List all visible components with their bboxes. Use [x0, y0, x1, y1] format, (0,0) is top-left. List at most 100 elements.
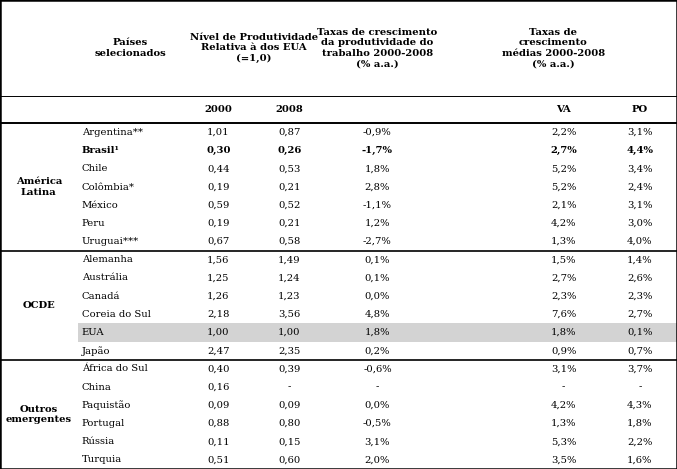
- Text: PO: PO: [632, 105, 648, 114]
- Text: 0,15: 0,15: [278, 437, 301, 446]
- Text: 1,26: 1,26: [207, 292, 230, 301]
- Text: 0,19: 0,19: [207, 182, 230, 191]
- Bar: [78, 324, 677, 341]
- Text: 4,0%: 4,0%: [627, 237, 653, 246]
- Text: 0,21: 0,21: [278, 219, 301, 228]
- Text: Taxas de crescimento
da produtividade do
trabalho 2000-2008
(% a.a.): Taxas de crescimento da produtividade do…: [318, 28, 437, 68]
- Text: 2000: 2000: [204, 105, 232, 114]
- Text: 0,0%: 0,0%: [365, 292, 390, 301]
- Text: Austrália: Austrália: [82, 273, 128, 282]
- Text: Peru: Peru: [82, 219, 106, 228]
- Text: 1,25: 1,25: [207, 273, 230, 282]
- Text: 3,5%: 3,5%: [551, 455, 576, 464]
- Text: 1,00: 1,00: [207, 328, 230, 337]
- Text: 5,3%: 5,3%: [551, 437, 576, 446]
- Text: 4,4%: 4,4%: [626, 146, 653, 155]
- Text: 0,39: 0,39: [278, 364, 301, 373]
- Text: 0,7%: 0,7%: [627, 346, 653, 355]
- Text: 0,53: 0,53: [278, 164, 301, 174]
- Text: 3,0%: 3,0%: [627, 219, 653, 228]
- Text: 0,16: 0,16: [207, 383, 230, 392]
- Text: 0,9%: 0,9%: [551, 346, 576, 355]
- Text: VA: VA: [556, 105, 571, 114]
- Text: Japão: Japão: [82, 346, 110, 356]
- Text: 2,8%: 2,8%: [365, 182, 390, 191]
- Text: 0,80: 0,80: [278, 419, 301, 428]
- Text: 2,4%: 2,4%: [627, 182, 653, 191]
- Text: 2008: 2008: [276, 105, 303, 114]
- Text: 5,2%: 5,2%: [551, 164, 576, 174]
- Text: 0,1%: 0,1%: [365, 273, 390, 282]
- Text: -1,1%: -1,1%: [363, 201, 392, 210]
- Text: -0,6%: -0,6%: [363, 364, 392, 373]
- Text: 1,8%: 1,8%: [627, 419, 653, 428]
- Text: Rússia: Rússia: [82, 437, 115, 446]
- Text: 4,2%: 4,2%: [551, 219, 576, 228]
- Text: México: México: [82, 201, 118, 210]
- Text: -: -: [376, 383, 379, 392]
- Text: 5,2%: 5,2%: [551, 182, 576, 191]
- Text: Alemanha: Alemanha: [82, 255, 133, 265]
- Text: 2,47: 2,47: [207, 346, 230, 355]
- Text: 3,1%: 3,1%: [365, 437, 390, 446]
- Text: 0,87: 0,87: [278, 128, 301, 137]
- Text: 2,18: 2,18: [207, 310, 230, 319]
- Text: África do Sul: África do Sul: [82, 364, 148, 373]
- Text: 0,0%: 0,0%: [365, 401, 390, 410]
- Text: 2,7%: 2,7%: [627, 310, 653, 319]
- Text: 2,6%: 2,6%: [627, 273, 653, 282]
- Text: 3,1%: 3,1%: [627, 128, 653, 137]
- Text: 0,21: 0,21: [278, 182, 301, 191]
- Text: Colômbia*: Colômbia*: [82, 182, 135, 191]
- Text: 3,7%: 3,7%: [627, 364, 653, 373]
- Text: 2,3%: 2,3%: [627, 292, 653, 301]
- Text: OCDE: OCDE: [22, 301, 56, 310]
- Text: 0,51: 0,51: [207, 455, 230, 464]
- Text: 1,49: 1,49: [278, 255, 301, 265]
- Text: 0,1%: 0,1%: [365, 255, 390, 265]
- Text: 2,3%: 2,3%: [551, 292, 576, 301]
- Text: 1,00: 1,00: [278, 328, 301, 337]
- Text: 0,40: 0,40: [207, 364, 230, 373]
- Text: Coreia do Sul: Coreia do Sul: [82, 310, 151, 319]
- Text: -0,5%: -0,5%: [363, 419, 392, 428]
- Text: Turquia: Turquia: [82, 455, 122, 464]
- Text: -2,7%: -2,7%: [363, 237, 392, 246]
- Text: Canadá: Canadá: [82, 292, 121, 301]
- Text: Outros
emergentes: Outros emergentes: [6, 405, 72, 424]
- Text: Paquistão: Paquistão: [82, 401, 131, 410]
- Text: 2,7%: 2,7%: [551, 273, 576, 282]
- Text: 0,1%: 0,1%: [627, 328, 653, 337]
- Text: EUA: EUA: [82, 328, 104, 337]
- Text: 2,0%: 2,0%: [365, 455, 390, 464]
- Text: 7,6%: 7,6%: [551, 310, 576, 319]
- Text: 3,1%: 3,1%: [551, 364, 576, 373]
- Text: -: -: [288, 383, 291, 392]
- Text: 1,3%: 1,3%: [551, 237, 576, 246]
- Text: 3,56: 3,56: [278, 310, 301, 319]
- Text: 1,8%: 1,8%: [551, 328, 576, 337]
- Text: China: China: [82, 383, 112, 392]
- Text: 4,3%: 4,3%: [627, 401, 653, 410]
- Text: 2,2%: 2,2%: [551, 128, 576, 137]
- Text: 0,2%: 0,2%: [365, 346, 390, 355]
- Text: Portugal: Portugal: [82, 419, 125, 428]
- Text: -1,7%: -1,7%: [362, 146, 393, 155]
- Text: 4,2%: 4,2%: [551, 401, 576, 410]
- Text: 0,19: 0,19: [207, 219, 230, 228]
- Text: 1,8%: 1,8%: [365, 164, 390, 174]
- Text: 0,11: 0,11: [207, 437, 230, 446]
- Text: 0,59: 0,59: [207, 201, 230, 210]
- Text: 1,5%: 1,5%: [551, 255, 576, 265]
- Text: Nível de Produtividade
Relativa à dos EUA
(=1,0): Nível de Produtividade Relativa à dos EU…: [190, 33, 318, 63]
- Text: Países
selecionados: Países selecionados: [95, 38, 166, 58]
- Text: 1,6%: 1,6%: [627, 455, 653, 464]
- Text: 0,44: 0,44: [207, 164, 230, 174]
- Text: 1,01: 1,01: [207, 128, 230, 137]
- Text: 2,7%: 2,7%: [550, 146, 577, 155]
- Text: 0,52: 0,52: [278, 201, 301, 210]
- Text: América
Latina: América Latina: [16, 177, 62, 197]
- Text: 1,2%: 1,2%: [365, 219, 390, 228]
- Text: 1,8%: 1,8%: [365, 328, 390, 337]
- Text: 2,35: 2,35: [278, 346, 301, 355]
